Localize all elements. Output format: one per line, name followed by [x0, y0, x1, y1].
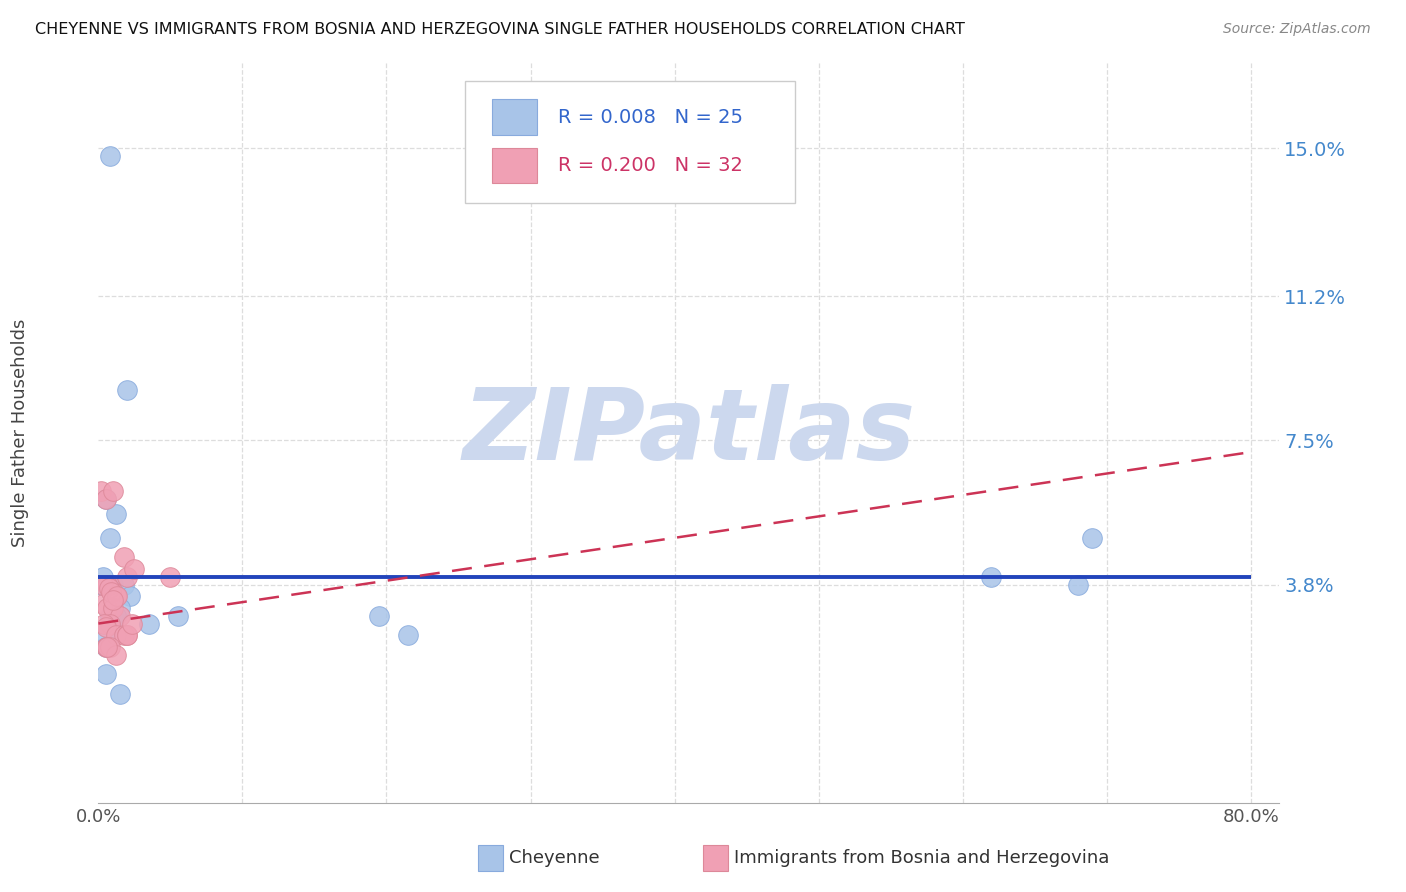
Text: Source: ZipAtlas.com: Source: ZipAtlas.com — [1223, 22, 1371, 37]
Point — [112, 577, 135, 591]
Point — [101, 608, 124, 623]
Point — [98, 616, 121, 631]
Point — [166, 608, 188, 623]
Point — [108, 687, 131, 701]
Point — [98, 640, 121, 654]
Point — [90, 577, 112, 591]
Point — [94, 628, 117, 642]
Point — [104, 508, 127, 522]
Point — [1067, 577, 1090, 591]
Point — [94, 640, 117, 654]
Point — [104, 589, 127, 603]
Point — [368, 608, 391, 623]
FancyBboxPatch shape — [464, 81, 796, 203]
Point — [115, 628, 138, 642]
Text: ZIPatlas: ZIPatlas — [463, 384, 915, 481]
Point — [94, 640, 117, 654]
Point — [94, 667, 117, 681]
Point — [105, 589, 128, 603]
Point — [115, 383, 138, 397]
Point — [159, 570, 181, 584]
Point — [115, 628, 138, 642]
Point — [101, 585, 124, 599]
Point — [121, 616, 143, 631]
Point — [91, 597, 114, 611]
Point — [101, 593, 124, 607]
Point — [98, 531, 121, 545]
Point — [100, 585, 122, 599]
Text: R = 0.008   N = 25: R = 0.008 N = 25 — [558, 108, 742, 127]
FancyBboxPatch shape — [492, 100, 537, 135]
Point — [101, 577, 124, 591]
Point — [96, 601, 118, 615]
Point — [980, 570, 1002, 584]
Point — [1081, 531, 1104, 545]
Point — [98, 577, 121, 591]
Point — [98, 608, 121, 623]
Y-axis label: Single Father Households: Single Father Households — [11, 318, 30, 547]
Text: Immigrants from Bosnia and Herzegovina: Immigrants from Bosnia and Herzegovina — [734, 849, 1109, 867]
Point — [101, 484, 124, 499]
Point — [91, 577, 114, 591]
Point — [124, 562, 146, 576]
Point — [115, 570, 138, 584]
Point — [120, 589, 142, 603]
Point — [94, 491, 117, 506]
Point — [112, 628, 135, 642]
Point — [93, 616, 115, 631]
Text: CHEYENNE VS IMMIGRANTS FROM BOSNIA AND HERZEGOVINA SINGLE FATHER HOUSEHOLDS CORR: CHEYENNE VS IMMIGRANTS FROM BOSNIA AND H… — [35, 22, 965, 37]
Point — [104, 608, 127, 623]
Point — [94, 620, 117, 634]
Point — [104, 628, 127, 642]
Point — [396, 628, 419, 642]
Point — [104, 648, 127, 662]
Point — [108, 608, 131, 623]
Point — [98, 149, 121, 163]
Point — [108, 601, 131, 615]
Point — [97, 582, 120, 596]
Point — [101, 601, 124, 615]
Point — [90, 484, 112, 499]
Point — [96, 577, 118, 591]
Point — [138, 616, 160, 631]
Point — [94, 491, 117, 506]
FancyBboxPatch shape — [492, 147, 537, 183]
Text: Cheyenne: Cheyenne — [509, 849, 599, 867]
Point — [112, 550, 135, 565]
Text: R = 0.200   N = 32: R = 0.200 N = 32 — [558, 156, 742, 175]
Point — [91, 570, 114, 584]
Point — [96, 640, 118, 654]
